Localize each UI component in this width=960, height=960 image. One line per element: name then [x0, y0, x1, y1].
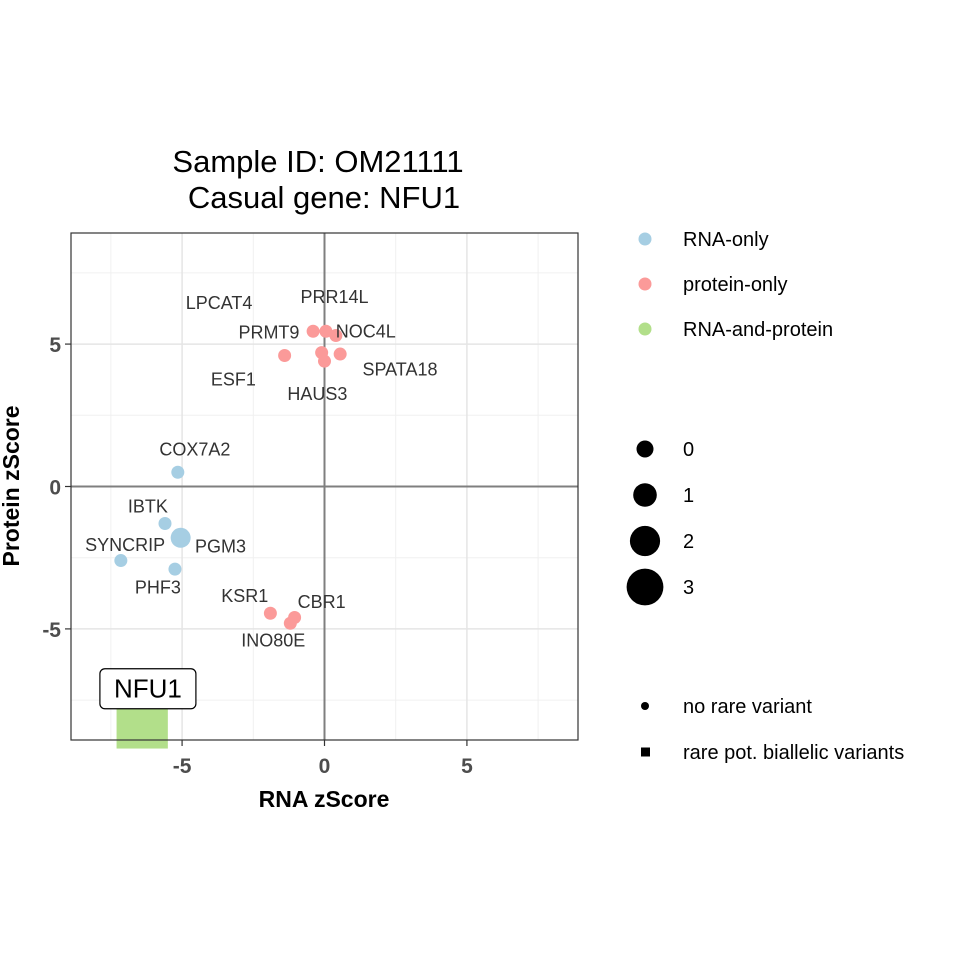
- legend-size-label-3: 3: [683, 577, 694, 599]
- point-labels: PRR14L LPCAT4 PRMT9 NOC4L ESF1 HAUS3 SPATA18 CO…: [85, 287, 438, 710]
- legend-shape-key-square: [641, 747, 650, 757]
- point-noc4l: [329, 329, 343, 343]
- point-label-ksr1: KSR1: [221, 586, 268, 606]
- point-label-pgm3: PGM3: [195, 536, 246, 556]
- point-label-cbr1: CBR1: [298, 592, 346, 612]
- point-prmt9: [278, 348, 292, 362]
- legend-key-rna-only: [638, 232, 652, 246]
- point-spata18: [333, 347, 347, 361]
- legend-size-label-1: 1: [683, 485, 694, 507]
- legend-category: RNA-only protein-only RNA-and-protein: [638, 229, 833, 341]
- y-axis-title: Protein zScore: [0, 405, 24, 566]
- point-pgm3: [170, 527, 191, 548]
- point-prr14l: [319, 324, 333, 338]
- chart-title-line-1: Sample ID: OM21111: [172, 144, 463, 179]
- legend-shape-key-circle: [641, 702, 649, 710]
- point-ino80e: [283, 616, 297, 630]
- x-tick-label: 5: [461, 755, 473, 778]
- point-label-ibtk: IBTK: [128, 496, 168, 516]
- point-label-lpcat4: LPCAT4: [186, 293, 253, 313]
- legend-size: 0 1 2 3: [626, 439, 694, 606]
- highlight-label-box: [99, 668, 197, 710]
- point-haus3: [318, 354, 331, 368]
- y-tick-label: 0: [49, 477, 61, 500]
- point-label-syncrip: SYNCRIP: [85, 535, 165, 555]
- x-tick-label: 0: [319, 755, 331, 778]
- point-label-esf1: ESF1: [211, 370, 256, 390]
- x-tick-label: -5: [173, 755, 192, 778]
- y-tick-label: -5: [42, 619, 61, 642]
- legend-size-label-2: 2: [683, 531, 694, 553]
- point-cox7a2: [171, 465, 185, 479]
- point-ksr1: [263, 606, 277, 620]
- chart-title-line-2: Casual gene: NFU1: [188, 180, 460, 215]
- legend-shape-label-circle: no rare variant: [683, 696, 812, 718]
- legend-size-key-2: [629, 525, 661, 557]
- legend-shape-label-square: rare pot. biallelic variants: [683, 742, 904, 764]
- y-tick-label: 5: [49, 334, 61, 357]
- point-lpcat4: [306, 324, 320, 338]
- legend-key-protein-only: [638, 277, 652, 291]
- highlight-label-text: NFU1: [114, 674, 182, 704]
- point-syncrip: [114, 554, 128, 568]
- point-ibtk: [158, 517, 172, 531]
- axis-ticks: -5 0 5 -5 0 5: [42, 334, 473, 778]
- point-label-prr14l: PRR14L: [300, 287, 368, 307]
- point-label-cox7a2: COX7A2: [159, 439, 230, 459]
- legend-key-rna-and-protein: [638, 322, 652, 336]
- point-label-phf3: PHF3: [135, 578, 181, 598]
- point-label-ino80e: INO80E: [241, 630, 305, 650]
- legend-size-label-0: 0: [683, 439, 694, 461]
- legend-size-key-0: [636, 440, 654, 458]
- point-label-prmt9: PRMT9: [238, 323, 299, 343]
- legend-label-protein-only: protein-only: [683, 274, 788, 296]
- point-label-haus3: HAUS3: [287, 384, 347, 404]
- point-label-noc4l: NOC4L: [336, 321, 396, 341]
- reference-lines: [71, 233, 578, 740]
- legend-label-rna-only: RNA-only: [683, 229, 769, 251]
- point-label-spata18: SPATA18: [362, 360, 437, 380]
- legend-size-key-1: [633, 483, 657, 507]
- legend-label-rna-and-protein: RNA-and-protein: [683, 319, 833, 341]
- x-axis-title: RNA zScore: [259, 786, 390, 812]
- legend-shape: no rare variant rare pot. biallelic varia…: [641, 696, 904, 764]
- point-phf3: [168, 562, 182, 576]
- legend-size-key-3: [626, 568, 664, 606]
